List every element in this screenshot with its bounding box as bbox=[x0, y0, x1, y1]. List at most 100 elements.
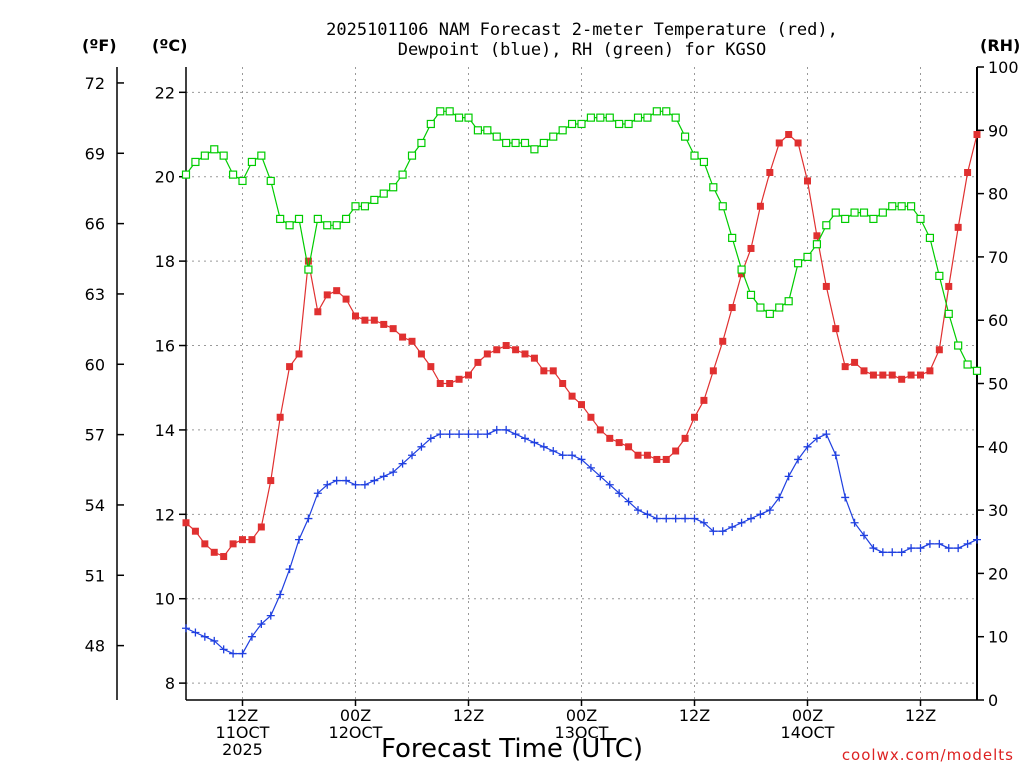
x-tick-label: 12Z bbox=[453, 706, 484, 725]
dewpoint-point bbox=[332, 476, 341, 485]
dewpoint-point bbox=[342, 476, 351, 485]
rh-point bbox=[294, 214, 304, 224]
dewpoint-point bbox=[897, 548, 906, 557]
temperature-point bbox=[220, 553, 228, 561]
rh-point bbox=[238, 176, 247, 186]
rh-point bbox=[793, 259, 803, 268]
temperature-point bbox=[182, 519, 190, 527]
temperature-point bbox=[408, 337, 416, 345]
x-tick-label: 11OCT bbox=[216, 723, 270, 742]
rh-point bbox=[812, 240, 822, 249]
rh-point bbox=[596, 113, 605, 122]
fahrenheit-tick-label: 63 bbox=[85, 285, 105, 304]
x-tick-label: 12OCT bbox=[329, 723, 383, 742]
fahrenheit-tick-label: 60 bbox=[85, 355, 105, 374]
rh-point bbox=[577, 119, 586, 129]
dewpoint-point bbox=[182, 624, 190, 633]
dewpoint-point bbox=[973, 535, 981, 544]
dewpoint-point bbox=[681, 514, 690, 523]
dewpoint-point bbox=[803, 442, 812, 451]
dewpoint-point bbox=[860, 531, 868, 540]
dewpoint-point bbox=[558, 451, 567, 460]
rh-point bbox=[436, 107, 445, 116]
fahrenheit-unit-label: (ºF) bbox=[82, 36, 117, 55]
credit-text: coolwx.com/modelts bbox=[842, 746, 1014, 764]
rh-point bbox=[407, 151, 417, 160]
dewpoint-point bbox=[888, 548, 897, 557]
dewpoint-point bbox=[831, 451, 840, 460]
rh-point bbox=[652, 107, 661, 116]
rh-point bbox=[831, 208, 840, 217]
temperature-point bbox=[417, 350, 425, 358]
celsius-tick-label: 20 bbox=[155, 168, 175, 187]
dewpoint-point bbox=[229, 649, 238, 658]
x-axis-title: Forecast Time (UTC) bbox=[381, 734, 643, 764]
temperature-point bbox=[304, 257, 312, 265]
rh-point bbox=[473, 126, 483, 135]
dewpoint-point bbox=[408, 451, 416, 460]
rh-tick-label: 10 bbox=[988, 628, 1008, 647]
dewpoint-point bbox=[690, 514, 699, 523]
dewpoint-point bbox=[247, 632, 256, 641]
temperature-point bbox=[361, 316, 369, 324]
dewpoint-point bbox=[511, 430, 520, 439]
temperature-point bbox=[540, 367, 548, 375]
rh-point bbox=[360, 202, 370, 211]
rh-point bbox=[276, 214, 285, 224]
rh-point bbox=[925, 233, 935, 243]
rh-point bbox=[972, 366, 982, 375]
dewpoint-point bbox=[370, 476, 379, 485]
rh-tick-label: 0 bbox=[988, 691, 998, 710]
dewpoint-point bbox=[737, 518, 746, 527]
temperature-point bbox=[502, 342, 510, 350]
dewpoint-point bbox=[539, 442, 548, 451]
rh-point bbox=[615, 119, 624, 129]
temperature-point bbox=[210, 548, 218, 556]
temperature-point bbox=[267, 477, 275, 485]
temperature-point bbox=[888, 371, 896, 379]
dewpoint-point bbox=[389, 468, 398, 477]
rh-point bbox=[746, 290, 756, 299]
dewpoint-point bbox=[822, 430, 831, 439]
temperature-point bbox=[879, 371, 887, 379]
rh-point bbox=[398, 170, 407, 179]
dewpoint-point bbox=[473, 430, 482, 439]
temperature-point bbox=[738, 270, 746, 278]
temperature-point bbox=[549, 367, 557, 375]
temperature-point bbox=[446, 380, 454, 387]
celsius-tick-label: 12 bbox=[155, 505, 175, 524]
temperature-point bbox=[493, 346, 501, 354]
dewpoint-point bbox=[379, 472, 388, 481]
temperature-point bbox=[530, 354, 538, 362]
dewpoint-point bbox=[605, 480, 614, 489]
dewpoint-point bbox=[954, 544, 963, 553]
temperature-point bbox=[191, 527, 199, 535]
temperature-point bbox=[295, 350, 303, 358]
celsius-tick-label: 16 bbox=[155, 337, 175, 356]
rh-point bbox=[228, 170, 238, 179]
temperature-point bbox=[681, 434, 689, 442]
temperature-point bbox=[276, 413, 284, 421]
dewpoint-point bbox=[210, 636, 219, 645]
temperature-point bbox=[578, 401, 585, 409]
fahrenheit-tick-label: 51 bbox=[85, 566, 105, 585]
dewpoint-point bbox=[963, 539, 972, 548]
rh-point bbox=[219, 151, 228, 160]
fahrenheit-tick-label: 66 bbox=[85, 215, 105, 234]
temperature-point bbox=[352, 312, 359, 320]
temperature-point bbox=[917, 371, 924, 379]
rh-point bbox=[210, 145, 219, 154]
x-tick-label: 00Z bbox=[340, 706, 371, 725]
dewpoint-point bbox=[492, 425, 501, 434]
dewpoint-point bbox=[615, 489, 624, 498]
rh-point bbox=[633, 113, 643, 122]
dewpoint-point bbox=[756, 510, 765, 519]
dewpoint-point bbox=[445, 430, 454, 439]
dewpoint-point bbox=[699, 518, 708, 527]
fahrenheit-tick-label: 72 bbox=[85, 74, 105, 93]
temperature-point bbox=[964, 169, 972, 176]
dewpoint-point bbox=[276, 590, 285, 599]
grid-lines bbox=[186, 67, 977, 700]
dewpoint-point bbox=[417, 442, 426, 451]
rh-tick-label: 30 bbox=[988, 501, 1008, 520]
